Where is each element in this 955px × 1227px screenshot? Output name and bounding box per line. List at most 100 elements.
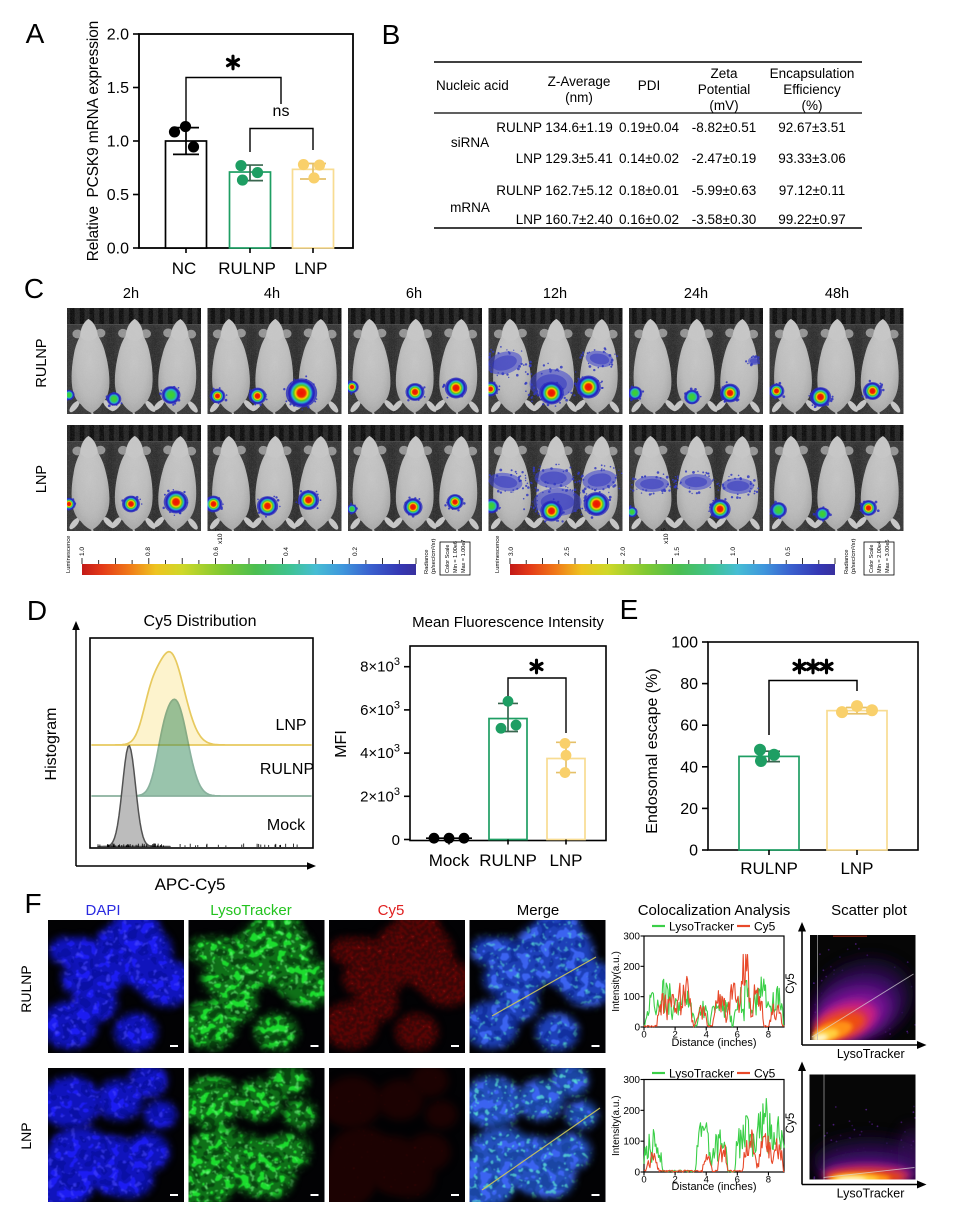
- svg-text:E: E: [620, 594, 639, 625]
- svg-text:siRNA: siRNA: [451, 135, 489, 150]
- svg-text:0: 0: [634, 1023, 640, 1034]
- svg-text:Merge: Merge: [517, 902, 560, 919]
- svg-text:Cy5 Distribution: Cy5 Distribution: [144, 613, 257, 630]
- svg-text:100: 100: [623, 1137, 640, 1148]
- svg-text:Efficiency: Efficiency: [783, 82, 841, 97]
- svg-text:Cy5: Cy5: [785, 973, 797, 993]
- svg-text:Min = 2.00e4: Min = 2.00e4: [877, 541, 883, 573]
- svg-text:Mock: Mock: [267, 817, 306, 834]
- svg-text:7: 7: [216, 528, 222, 531]
- svg-text:0.4: 0.4: [283, 547, 290, 556]
- svg-text:Radiance: Radiance: [844, 550, 850, 575]
- svg-text:1.0: 1.0: [107, 134, 129, 151]
- svg-text:-3.58±0.30: -3.58±0.30: [692, 212, 756, 227]
- svg-text:0.14±0.02: 0.14±0.02: [619, 151, 679, 166]
- svg-text:RULNP: RULNP: [479, 851, 537, 870]
- svg-text:129.3±5.41: 129.3±5.41: [545, 151, 612, 166]
- svg-text:200: 200: [623, 962, 640, 973]
- svg-text:300: 300: [623, 1075, 640, 1086]
- svg-text:RULNP: RULNP: [34, 338, 50, 387]
- svg-text:97.12±0.11: 97.12±0.11: [779, 183, 845, 198]
- svg-text:Zeta: Zeta: [710, 66, 738, 81]
- svg-text:0: 0: [634, 1168, 640, 1179]
- svg-text:2×103: 2×103: [360, 786, 400, 806]
- svg-text:20: 20: [680, 801, 698, 818]
- svg-text:Mock: Mock: [429, 851, 470, 870]
- svg-text:Scatter plot: Scatter plot: [831, 902, 908, 919]
- svg-text:F: F: [24, 888, 41, 919]
- svg-text:Distance (inches): Distance (inches): [672, 1037, 757, 1049]
- svg-text:LNP: LNP: [275, 717, 306, 734]
- svg-text:2: 2: [672, 1030, 677, 1041]
- svg-text:Cy5: Cy5: [785, 1113, 797, 1133]
- svg-text:134.6±1.19: 134.6±1.19: [545, 120, 612, 135]
- svg-text:2.0: 2.0: [107, 27, 129, 44]
- svg-text:Luminescence: Luminescence: [66, 536, 72, 573]
- svg-text:Potential: Potential: [698, 82, 751, 97]
- svg-text:93.33±3.06: 93.33±3.06: [778, 151, 845, 166]
- svg-text:Intensity(a.u.): Intensity(a.u.): [611, 951, 622, 1012]
- svg-text:Max = 1.00e7: Max = 1.00e7: [461, 540, 467, 573]
- svg-text:0.16±0.02: 0.16±0.02: [619, 212, 679, 227]
- svg-text:MFI: MFI: [333, 730, 350, 758]
- svg-text:A: A: [26, 18, 45, 49]
- svg-text:24h: 24h: [684, 286, 708, 302]
- svg-text:Cy5: Cy5: [378, 902, 405, 919]
- svg-text:LysoTracker: LysoTracker: [837, 1047, 905, 1061]
- svg-text:x10: x10: [663, 533, 670, 544]
- svg-text:LNP: LNP: [840, 859, 873, 878]
- svg-text:8: 8: [766, 1030, 771, 1041]
- svg-text:80: 80: [680, 676, 698, 693]
- svg-text:(mV): (mV): [709, 98, 738, 113]
- svg-text:160.7±2.40: 160.7±2.40: [545, 212, 612, 227]
- svg-text:Mean Fluorescence Intensity: Mean Fluorescence Intensity: [412, 614, 604, 631]
- svg-text:4: 4: [704, 1030, 709, 1041]
- svg-text:Min = 1.00e6: Min = 1.00e6: [453, 541, 459, 573]
- svg-text:0.19±0.04: 0.19±0.04: [619, 120, 679, 135]
- svg-text:Luminescence: Luminescence: [495, 536, 501, 573]
- svg-text:RULNP: RULNP: [496, 183, 542, 198]
- svg-text:Colocalization Analysis: Colocalization Analysis: [638, 902, 791, 919]
- svg-text:mRNA: mRNA: [450, 200, 490, 215]
- svg-text:300: 300: [623, 932, 640, 943]
- svg-text:6: 6: [735, 1030, 740, 1041]
- svg-text:LysoTracker: LysoTracker: [669, 1067, 734, 1081]
- svg-text:92.67±3.51: 92.67±3.51: [778, 120, 845, 135]
- svg-text:LysoTracker: LysoTracker: [837, 1187, 905, 1201]
- svg-text:D: D: [27, 595, 47, 626]
- svg-text:(nm): (nm): [565, 90, 593, 105]
- svg-text:Intensity(a.u.): Intensity(a.u.): [611, 1095, 622, 1156]
- svg-text:LNP: LNP: [34, 465, 50, 493]
- svg-text:RULNP: RULNP: [18, 965, 34, 1012]
- svg-text:0.2: 0.2: [352, 547, 359, 556]
- svg-text:-5.99±0.63: -5.99±0.63: [692, 183, 756, 198]
- svg-text:Histogram: Histogram: [43, 708, 60, 781]
- svg-text:2.5: 2.5: [564, 547, 571, 556]
- svg-text:6h: 6h: [406, 286, 422, 302]
- svg-text:-2.47±0.19: -2.47±0.19: [692, 151, 756, 166]
- svg-text:2h: 2h: [123, 286, 139, 302]
- svg-text:LNP: LNP: [549, 851, 582, 870]
- svg-text:8×103: 8×103: [360, 656, 400, 676]
- svg-text:Endosomal escape (%): Endosomal escape (%): [644, 668, 661, 833]
- svg-text:C: C: [24, 273, 44, 304]
- svg-text:DAPI: DAPI: [85, 902, 120, 919]
- svg-text:Encapsulation: Encapsulation: [770, 66, 855, 81]
- svg-text:Color Scale: Color Scale: [869, 545, 875, 573]
- svg-text:-8.82±0.51: -8.82±0.51: [692, 120, 756, 135]
- svg-text:3.0: 3.0: [508, 547, 515, 556]
- svg-text:0: 0: [641, 1175, 646, 1186]
- svg-text:RULNP: RULNP: [496, 120, 542, 135]
- svg-text:4: 4: [704, 1175, 709, 1186]
- svg-text:0.8: 0.8: [145, 547, 152, 556]
- svg-text:Z-Average: Z-Average: [548, 74, 611, 89]
- svg-text:4h: 4h: [264, 286, 280, 302]
- svg-text:PDI: PDI: [638, 78, 661, 93]
- svg-text:60: 60: [680, 718, 698, 735]
- svg-text:LNP: LNP: [516, 151, 542, 166]
- svg-text:0.0: 0.0: [107, 241, 129, 258]
- svg-text:Color Scale: Color Scale: [445, 545, 451, 573]
- svg-text:8: 8: [766, 1175, 771, 1186]
- svg-text:1.0: 1.0: [730, 547, 737, 556]
- svg-text:Max = 3.00e5: Max = 3.00e5: [885, 540, 891, 573]
